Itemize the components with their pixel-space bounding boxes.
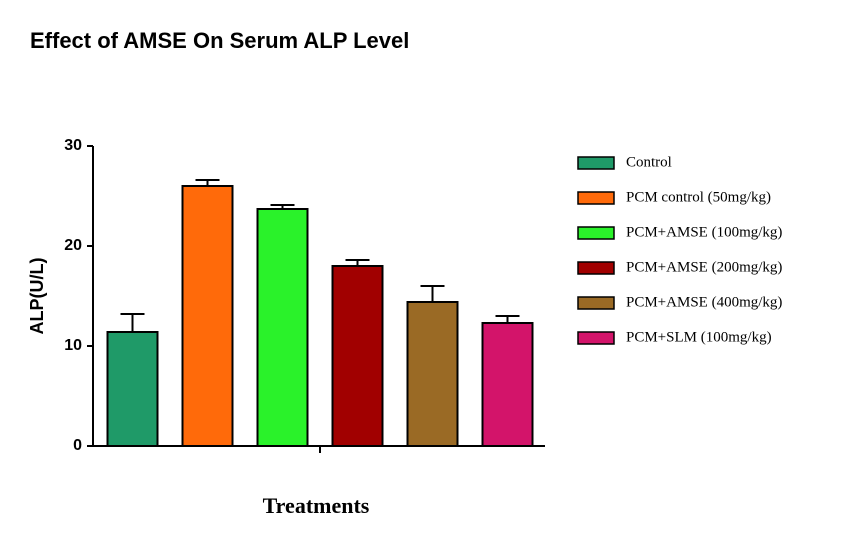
legend-swatch	[577, 156, 615, 170]
legend-swatch	[577, 331, 615, 345]
y-tick-label: 10	[64, 337, 82, 354]
y-tick-label: 20	[64, 237, 82, 254]
legend-label: PCM+AMSE (100mg/kg)	[626, 224, 782, 240]
y-axis-label: ALP(U/L)	[27, 258, 47, 335]
x-axis-label: Treatments	[263, 493, 370, 518]
bar	[181, 185, 234, 447]
chart-title: Effect of AMSE On Serum ALP Level	[30, 28, 409, 53]
legend-label: PCM+AMSE (200mg/kg)	[626, 259, 782, 275]
bar	[331, 265, 384, 447]
legend-swatch	[577, 296, 615, 310]
legend-label: Control	[626, 154, 672, 170]
legend-swatch	[577, 261, 615, 275]
legend-swatch	[577, 226, 615, 240]
legend-label: PCM control (50mg/kg)	[626, 189, 771, 205]
legend-swatch	[577, 191, 615, 205]
y-tick-label: 0	[73, 437, 82, 454]
y-tick-label: 30	[64, 137, 82, 154]
bar	[106, 331, 159, 447]
bar	[481, 322, 534, 447]
bar	[256, 208, 309, 447]
bar	[406, 301, 459, 447]
legend-label: PCM+AMSE (400mg/kg)	[626, 294, 782, 310]
legend-label: PCM+SLM (100mg/kg)	[626, 329, 772, 345]
